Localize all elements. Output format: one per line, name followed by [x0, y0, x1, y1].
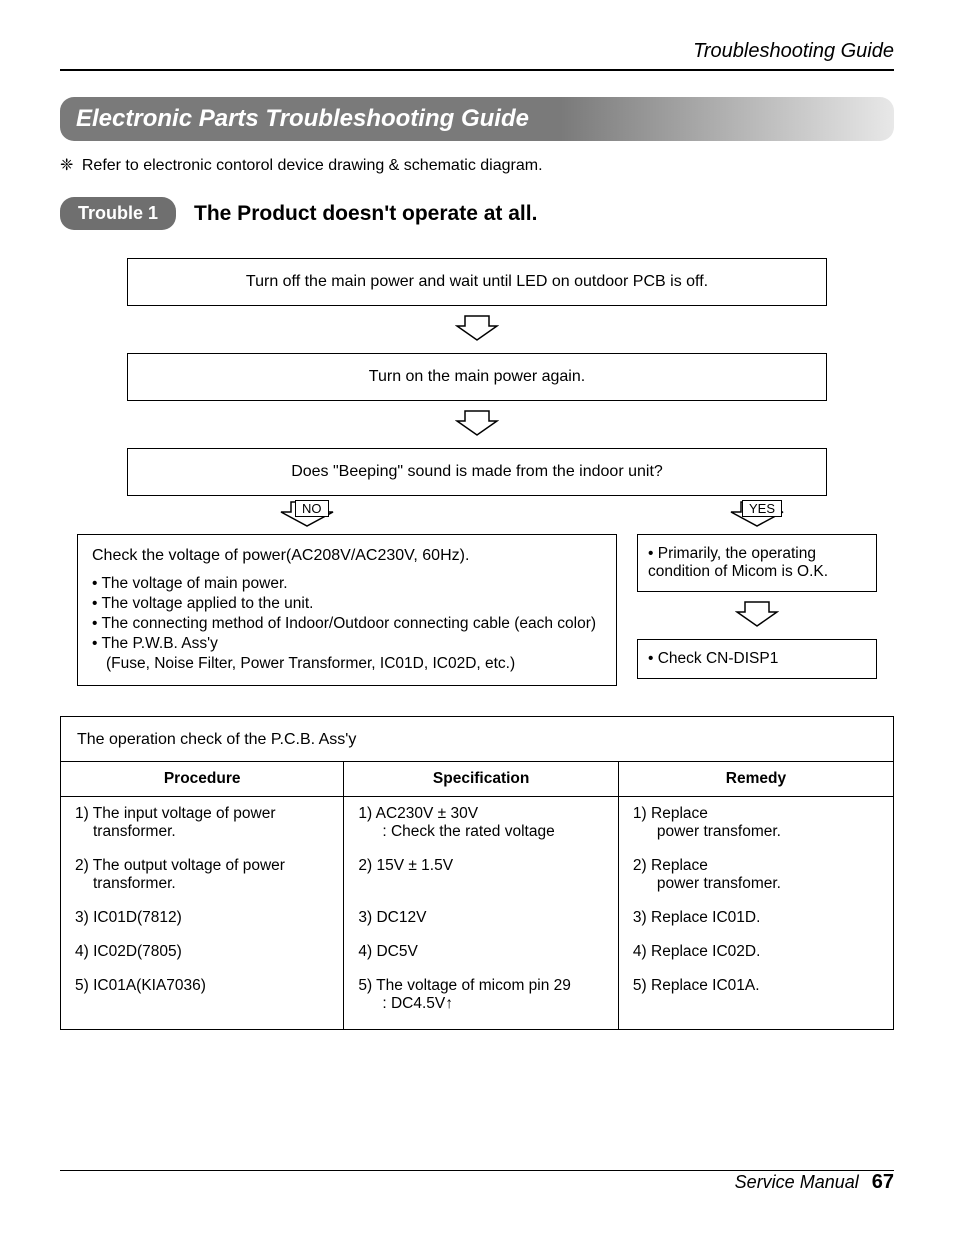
col-remedy: Remedy	[618, 762, 893, 797]
yes-branch-box-1: • Primarily, the operating condition of …	[637, 534, 877, 592]
no-bullet: The voltage of main power.	[92, 575, 602, 593]
page-header-title: Troubleshooting Guide	[60, 40, 894, 71]
flowchart: Turn off the main power and wait until L…	[77, 258, 877, 686]
no-bullet: The P.W.B. Ass'y	[92, 635, 602, 653]
table-cell: 2) The output voltage of power transform…	[61, 849, 344, 901]
pcb-check-table: The operation check of the P.C.B. Ass'y …	[60, 716, 894, 1030]
table-cell: 3) DC12V	[344, 901, 619, 935]
arrow-down-icon	[637, 598, 877, 633]
no-bullet: The voltage applied to the unit.	[92, 595, 602, 613]
arrow-down-icon	[77, 312, 877, 347]
table-cell: 4) DC5V	[344, 935, 619, 969]
table-cell: 2) Replacepower transfomer.	[618, 849, 893, 901]
no-branch-bullets: The voltage of main power. The voltage a…	[92, 575, 602, 653]
table-cell: 1) AC230V ± 30V: Check the rated voltage	[344, 797, 619, 850]
table-row: 3) IC01D(7812)3) DC12V3) Replace IC01D.	[61, 901, 893, 935]
table-title: The operation check of the P.C.B. Ass'y	[61, 717, 893, 762]
col-procedure: Procedure	[61, 762, 344, 797]
note-text: Refer to electronic contorol device draw…	[82, 157, 543, 174]
no-branch-subnote: (Fuse, Noise Filter, Power Transformer, …	[106, 655, 602, 673]
section-banner: Electronic Parts Troubleshooting Guide	[60, 97, 894, 141]
yes-branch-box-2: • Check CN-DISP1	[637, 639, 877, 679]
table-row: 5) IC01A(KIA7036)5) The voltage of micom…	[61, 969, 893, 1029]
footer-text: Service Manual	[735, 1172, 859, 1192]
table-cell: 5) IC01A(KIA7036)	[61, 969, 344, 1029]
flow-step-3-decision: Does "Beeping" sound is made from the in…	[127, 448, 827, 496]
table-cell: 5) The voltage of micom pin 29: DC4.5V↑	[344, 969, 619, 1029]
flow-step-1: Turn off the main power and wait until L…	[127, 258, 827, 306]
no-bullet: The connecting method of Indoor/Outdoor …	[92, 615, 602, 633]
yes-label: YES	[742, 500, 782, 517]
note-marker-icon: ❈	[60, 157, 73, 174]
flow-step-2: Turn on the main power again.	[127, 353, 827, 401]
table-cell: 1) Replacepower transfomer.	[618, 797, 893, 850]
table-cell: 3) Replace IC01D.	[618, 901, 893, 935]
table-row: 4) IC02D(7805)4) DC5V4) Replace IC02D.	[61, 935, 893, 969]
trouble-heading-row: Trouble 1 The Product doesn't operate at…	[60, 197, 894, 230]
trouble-badge: Trouble 1	[60, 197, 176, 230]
no-label: NO	[295, 500, 329, 517]
footer-page-number: 67	[872, 1171, 894, 1193]
table-cell: 3) IC01D(7812)	[61, 901, 344, 935]
arrow-down-icon	[77, 407, 877, 442]
schematic-note: ❈ Refer to electronic contorol device dr…	[60, 155, 894, 175]
table-body: 1) The input voltage of power transforme…	[61, 797, 893, 1030]
table-row: 1) The input voltage of power transforme…	[61, 797, 893, 850]
table-cell: 4) IC02D(7805)	[61, 935, 344, 969]
no-branch-box: Check the voltage of power(AC208V/AC230V…	[77, 534, 617, 686]
arrow-down-no-icon: NO	[277, 498, 337, 533]
page-footer: Service Manual 67	[60, 1170, 894, 1194]
table-row: 2) The output voltage of power transform…	[61, 849, 893, 901]
col-specification: Specification	[344, 762, 619, 797]
table-cell: 5) Replace IC01A.	[618, 969, 893, 1029]
table-cell: 4) Replace IC02D.	[618, 935, 893, 969]
trouble-title: The Product doesn't operate at all.	[194, 202, 537, 226]
arrow-down-yes-icon: YES	[727, 498, 787, 533]
no-branch-head: Check the voltage of power(AC208V/AC230V…	[92, 547, 602, 565]
table-cell: 2) 15V ± 1.5V	[344, 849, 619, 901]
table-cell: 1) The input voltage of power transforme…	[61, 797, 344, 850]
